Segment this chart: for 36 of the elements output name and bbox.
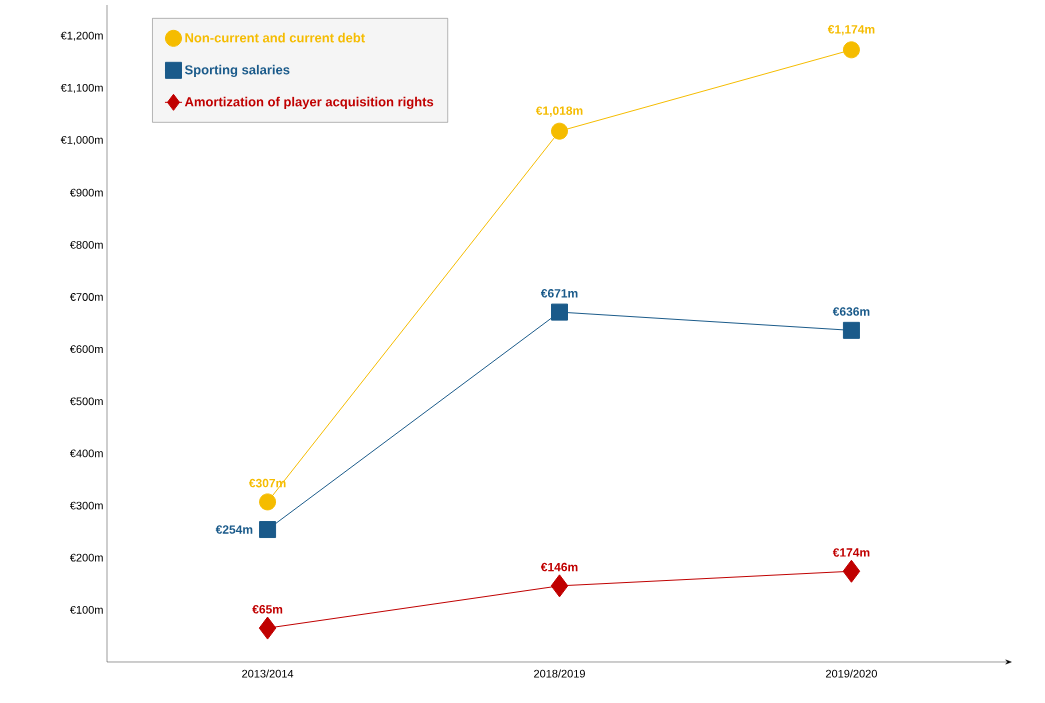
y-tick-label: €1,000m: [60, 136, 103, 146]
point: [258, 616, 277, 640]
point: [259, 493, 277, 511]
point: [842, 559, 861, 583]
y-tick-label: €100m: [69, 605, 103, 614]
y-tick-label: €1,100m: [60, 83, 103, 93]
data-label: €65m: [252, 605, 283, 614]
x-tick-label: 2013/2014: [242, 669, 294, 678]
data-label: €636m: [832, 307, 870, 316]
point: [842, 321, 860, 339]
y-tick-label: €1,200m: [60, 31, 103, 41]
legend-label: Sporting salaries: [184, 64, 290, 78]
y-tick-label: €400m: [69, 449, 103, 458]
point: [551, 303, 568, 321]
x-tick-label: 2018/2019: [534, 669, 585, 678]
point: [550, 574, 569, 598]
y-tick-label: €300m: [69, 501, 103, 510]
legend-label: Amortization of player acquisition rights: [184, 96, 434, 110]
y-tick-label: €800m: [69, 240, 103, 249]
y-tick-label: €200m: [69, 553, 103, 562]
data-label: €671m: [540, 289, 578, 298]
point: [259, 521, 277, 539]
point: [842, 41, 860, 59]
data-label: €307m: [248, 478, 286, 488]
data-label: €146m: [540, 562, 578, 572]
data-label: €174m: [832, 548, 870, 557]
y-tick-label: €500m: [69, 397, 103, 406]
legend-label: Non-current and current debt: [185, 32, 365, 43]
y-tick-label: €600m: [69, 345, 103, 354]
data-label: €1,018m: [535, 106, 583, 117]
x-tick-label: 2019/2020: [825, 669, 877, 678]
y-tick-label: €700m: [69, 293, 103, 301]
y-tick-label: €900m: [69, 188, 103, 197]
point: [551, 122, 568, 140]
data-label: €254m: [215, 525, 253, 534]
data-label: €1,174m: [827, 25, 875, 36]
